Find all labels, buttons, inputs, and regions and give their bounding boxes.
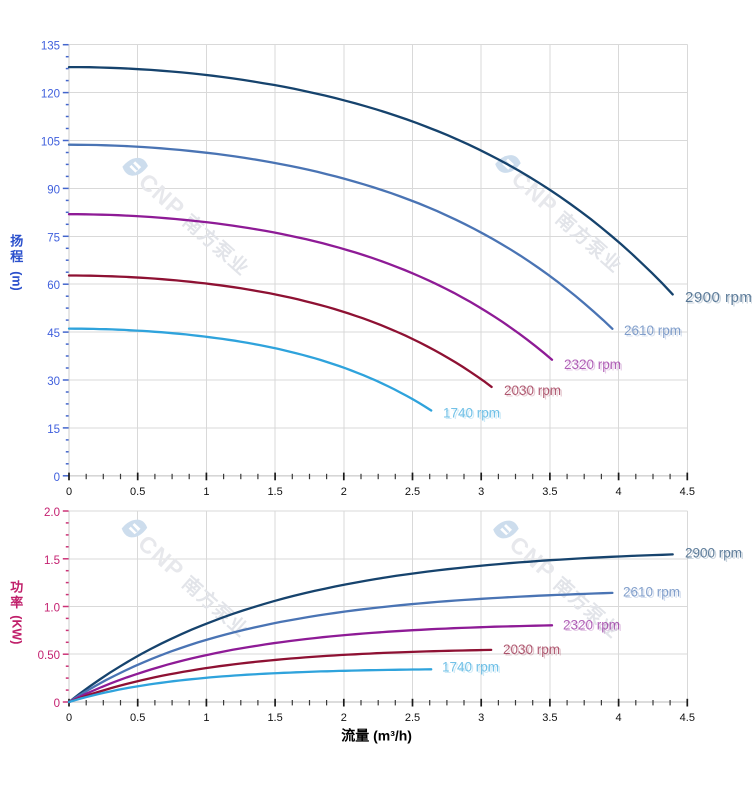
svg-text:3.5: 3.5 — [542, 712, 557, 724]
svg-text:2610 rpm: 2610 rpm — [626, 324, 683, 339]
svg-text:2030 rpm: 2030 rpm — [506, 384, 563, 399]
svg-text:4.5: 4.5 — [680, 486, 695, 498]
svg-text:3: 3 — [478, 486, 484, 498]
svg-text:3: 3 — [478, 712, 484, 724]
svg-text:30: 30 — [47, 376, 60, 388]
svg-text:4.5: 4.5 — [680, 712, 695, 724]
svg-text:1740 rpm: 1740 rpm — [444, 661, 501, 676]
svg-text:1.5: 1.5 — [267, 712, 282, 724]
svg-text:程: 程 — [10, 249, 23, 264]
svg-text:2.5: 2.5 — [405, 486, 420, 498]
svg-text:105: 105 — [41, 137, 60, 149]
svg-text:(KW): (KW) — [10, 615, 24, 644]
svg-text:2900 rpm: 2900 rpm — [687, 547, 744, 562]
svg-text:2320 rpm: 2320 rpm — [563, 618, 620, 633]
svg-text:15: 15 — [47, 424, 60, 436]
svg-text:1.0: 1.0 — [44, 603, 60, 615]
svg-text:0.5: 0.5 — [130, 486, 145, 498]
svg-text:1: 1 — [203, 712, 209, 724]
svg-text:1740 rpm: 1740 rpm — [443, 406, 500, 421]
svg-text:1: 1 — [203, 486, 209, 498]
svg-text:135: 135 — [41, 41, 60, 53]
svg-text:90: 90 — [47, 184, 60, 196]
svg-text:0: 0 — [66, 712, 72, 724]
svg-text:2900 rpm: 2900 rpm — [687, 290, 752, 307]
svg-text:2900 rpm: 2900 rpm — [685, 289, 752, 306]
svg-text:2610 rpm: 2610 rpm — [625, 586, 682, 601]
svg-text:2030 rpm: 2030 rpm — [504, 383, 561, 398]
svg-text:1.5: 1.5 — [44, 555, 60, 567]
svg-text:60: 60 — [47, 280, 60, 292]
svg-text:2610 rpm: 2610 rpm — [624, 323, 681, 338]
svg-text:2: 2 — [341, 712, 347, 724]
svg-text:0: 0 — [54, 698, 60, 710]
svg-text:1740 rpm: 1740 rpm — [445, 407, 502, 422]
svg-text:3.5: 3.5 — [542, 486, 557, 498]
svg-text:45: 45 — [47, 328, 60, 340]
svg-text:2320 rpm: 2320 rpm — [565, 619, 622, 634]
svg-text:120: 120 — [41, 89, 60, 101]
svg-text:2030 rpm: 2030 rpm — [503, 642, 560, 657]
svg-text:0: 0 — [66, 486, 72, 498]
svg-text:2030 rpm: 2030 rpm — [505, 643, 562, 658]
svg-text:1740 rpm: 1740 rpm — [442, 660, 499, 675]
svg-text:(m): (m) — [10, 271, 24, 290]
svg-text:0: 0 — [54, 472, 60, 484]
svg-text:75: 75 — [47, 232, 60, 244]
svg-text:4: 4 — [616, 712, 622, 724]
svg-text:2320 rpm: 2320 rpm — [564, 357, 621, 372]
svg-text:4: 4 — [616, 486, 622, 498]
svg-text:0.5: 0.5 — [130, 712, 145, 724]
svg-text:1.5: 1.5 — [267, 486, 282, 498]
svg-text:扬: 扬 — [10, 234, 23, 249]
svg-text:2320 rpm: 2320 rpm — [566, 358, 623, 373]
svg-text:功: 功 — [10, 580, 23, 595]
svg-text:0.50: 0.50 — [38, 650, 60, 662]
svg-text:流量 (m³/h): 流量 (m³/h) — [341, 727, 412, 743]
svg-text:2.5: 2.5 — [405, 712, 420, 724]
svg-text:2.0: 2.0 — [44, 507, 60, 519]
svg-text:2610 rpm: 2610 rpm — [623, 585, 680, 600]
svg-text:2: 2 — [341, 486, 347, 498]
svg-text:2900 rpm: 2900 rpm — [685, 546, 742, 561]
svg-text:率: 率 — [10, 595, 23, 610]
